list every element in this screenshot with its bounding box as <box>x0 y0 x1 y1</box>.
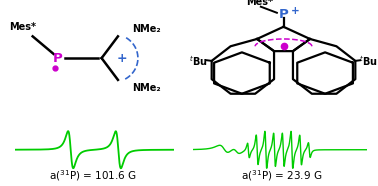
Text: a($^{31}$P) = 23.9 G: a($^{31}$P) = 23.9 G <box>241 168 322 183</box>
Text: P: P <box>53 52 63 65</box>
Text: Mes*: Mes* <box>9 22 36 32</box>
Text: +: + <box>290 6 299 16</box>
Text: Mes*: Mes* <box>246 0 273 7</box>
Text: P: P <box>279 8 288 21</box>
Text: NMe₂: NMe₂ <box>132 83 161 93</box>
Text: +: + <box>116 52 127 65</box>
Text: $^t$Bu: $^t$Bu <box>359 54 378 68</box>
Text: NMe₂: NMe₂ <box>132 23 161 33</box>
Text: a($^{31}$P) = 101.6 G: a($^{31}$P) = 101.6 G <box>49 168 136 183</box>
Text: $^t$Bu: $^t$Bu <box>189 54 208 68</box>
